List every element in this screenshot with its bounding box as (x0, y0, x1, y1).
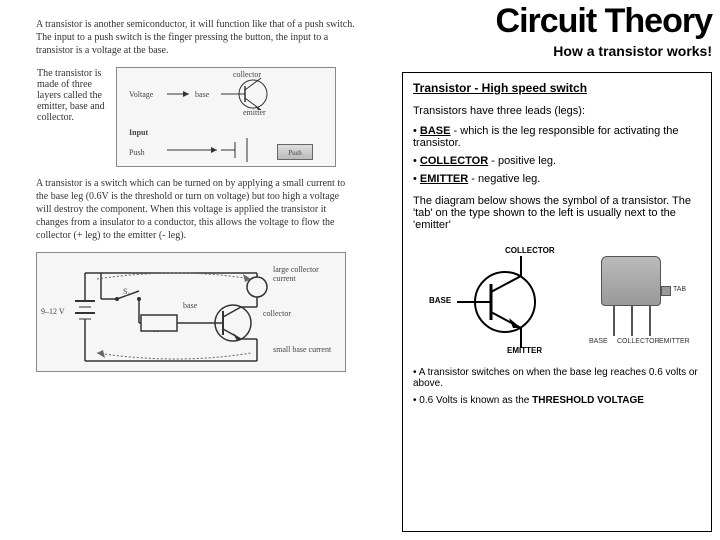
package-leg-emitter (649, 306, 651, 336)
sym-collector-label: COLLECTOR (505, 246, 555, 255)
transistor-package: TAB BASE COLLECTOR EMITTER (587, 246, 687, 356)
diagram-2-svg (37, 253, 347, 373)
package-body (601, 256, 661, 306)
base-desc: - which is the leg responsible for activ… (413, 125, 679, 149)
page-title: Circuit Theory (496, 2, 712, 41)
leads-intro: Transistors have three leads (legs): (413, 105, 701, 117)
layers-text: The transistor is made of three layers c… (37, 68, 113, 123)
switch-para: A transistor is a switch which can be tu… (36, 177, 356, 242)
note-2-pre: • 0.6 Volts is known as the (413, 395, 532, 406)
diagram-text: The diagram below shows the symbol of a … (413, 195, 701, 231)
package-tab (661, 286, 671, 296)
page-subtitle: How a transistor works! (496, 43, 712, 59)
right-heading: Transistor - High speed switch (413, 81, 701, 95)
bullet-collector: • COLLECTOR - positive leg. (413, 155, 701, 167)
right-column: Transistor - High speed switch Transisto… (402, 72, 712, 532)
sym-emitter-label: EMITTER (507, 346, 542, 355)
collector-term: COLLECTOR (420, 155, 488, 167)
pkg-tab-label: TAB (673, 286, 686, 293)
collector-desc: - positive leg. (488, 155, 556, 167)
note-1: • A transistor switches on when the base… (413, 367, 701, 389)
pkg-collector-label: COLLECTOR (617, 338, 660, 345)
left-column: A transistor is another semiconductor, i… (36, 18, 356, 372)
diagram-1-svg (117, 68, 337, 168)
pkg-base-label: BASE (589, 338, 608, 345)
pkg-emitter-label: EMITTER (659, 338, 690, 345)
symbol-row: COLLECTOR BASE EMITTER TAB BASE COLLECTO… (413, 241, 701, 361)
intro-para-1: A transistor is another semiconductor, i… (36, 18, 356, 57)
package-leg-base (613, 306, 615, 336)
emitter-desc: - negative leg. (468, 173, 540, 185)
circuit-diagram: 9–12 V S₁ base R collector large collect… (36, 252, 346, 372)
sym-base-label: BASE (429, 296, 451, 305)
emitter-term: EMITTER (420, 173, 468, 185)
package-leg-collector (631, 306, 633, 336)
bullet-emitter: • EMITTER - negative leg. (413, 173, 701, 185)
note-2: • 0.6 Volts is known as the THRESHOLD VO… (413, 395, 701, 406)
base-term: BASE (420, 125, 451, 137)
transistor-vs-push-diagram: The transistor is made of three layers c… (116, 67, 336, 167)
bullet-base: • BASE - which is the leg responsible fo… (413, 125, 701, 149)
transistor-symbol: COLLECTOR BASE EMITTER (427, 246, 567, 356)
threshold-voltage-term: THRESHOLD VOLTAGE (532, 395, 644, 406)
